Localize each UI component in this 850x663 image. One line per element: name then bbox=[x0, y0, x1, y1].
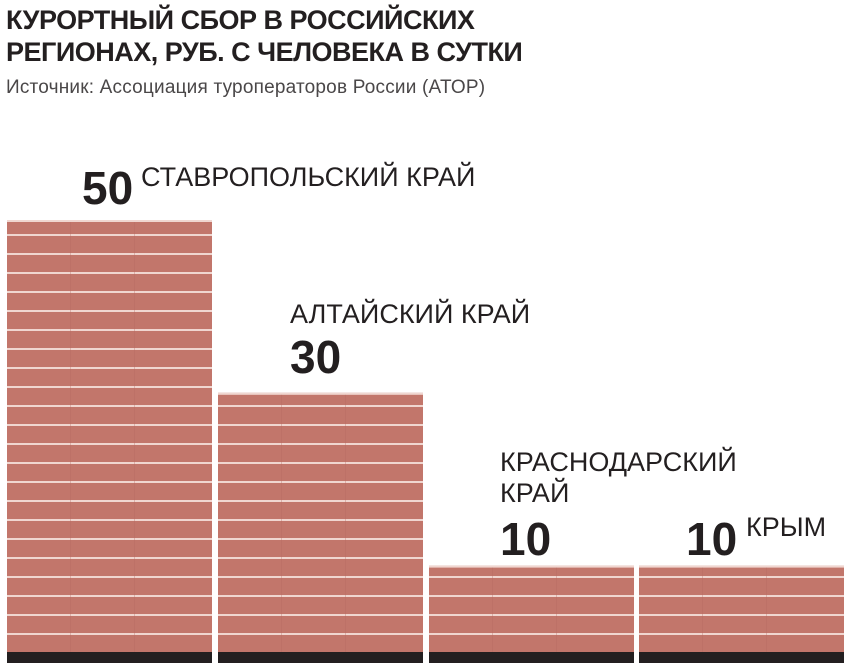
bar-2-joint bbox=[345, 394, 346, 652]
bar-group-1: 50 СТАВРОПОЛЬСКИЙ КРАЙ bbox=[7, 161, 475, 663]
bar-3-stripe bbox=[429, 633, 634, 635]
bar-1-stripe bbox=[7, 519, 212, 521]
bar-1-top-edge bbox=[7, 220, 212, 222]
bar-1-joint bbox=[70, 222, 71, 652]
bar-2-stripe bbox=[218, 500, 423, 502]
bar-1-stripe bbox=[7, 348, 212, 350]
bar-3-stripe bbox=[429, 595, 634, 597]
bar-4-joint bbox=[702, 567, 703, 652]
bar-2-stripe bbox=[218, 462, 423, 464]
bar-1-base bbox=[7, 652, 212, 663]
bar-1-stripe bbox=[7, 405, 212, 407]
bar-2-stripe bbox=[218, 405, 423, 407]
bar-1-stripe bbox=[7, 367, 212, 369]
bar-4-stripe bbox=[639, 633, 844, 635]
bar-1-stripe bbox=[7, 595, 212, 597]
bar-2-stripe bbox=[218, 424, 423, 426]
bar-1-stripe bbox=[7, 557, 212, 559]
chart-title-line-1: КУРОРТНЫЙ СБОР В РОССИЙСКИХ bbox=[6, 5, 475, 35]
bar-3-joint bbox=[492, 567, 493, 652]
bar-1-stripe bbox=[7, 443, 212, 445]
bar-4-top-edge bbox=[639, 565, 844, 568]
bar-1-joint bbox=[134, 222, 135, 652]
bar-1-stripe bbox=[7, 633, 212, 635]
bar-2-stripe bbox=[218, 519, 423, 521]
category-label-3-line-2: КРАЙ bbox=[500, 477, 569, 508]
bar-3-top-edge bbox=[429, 565, 634, 568]
value-label-1: 50 bbox=[82, 162, 133, 214]
bar-2-stripe bbox=[218, 557, 423, 559]
value-label-3: 10 bbox=[500, 513, 551, 565]
bar-2-stripe bbox=[218, 595, 423, 597]
bar-2 bbox=[218, 392, 423, 652]
bar-1-stripe bbox=[7, 538, 212, 540]
category-label-2: АЛТАЙСКИЙ КРАЙ bbox=[290, 298, 530, 329]
bar-3-stripe bbox=[429, 576, 634, 578]
bar-2-stripe bbox=[218, 538, 423, 540]
bar-2-stripe bbox=[218, 614, 423, 616]
bar-2-stripe bbox=[218, 633, 423, 635]
category-label-1: СТАВРОПОЛЬСКИЙ КРАЙ bbox=[141, 161, 475, 192]
chart-source: Источник: Ассоциация туроператоров Росси… bbox=[6, 77, 486, 98]
bar-1-stripe bbox=[7, 272, 212, 274]
bar-1-stripe bbox=[7, 234, 212, 236]
bar-4-stripe bbox=[639, 595, 844, 597]
bar-1-stripe bbox=[7, 424, 212, 426]
bar-1-stripe bbox=[7, 291, 212, 293]
bar-1-stripe bbox=[7, 462, 212, 464]
bar-4-joint bbox=[766, 567, 767, 652]
bar-3-base bbox=[429, 652, 634, 663]
bar-4-stripe bbox=[639, 576, 844, 578]
bar-2-base bbox=[218, 652, 423, 663]
bar-2-stripe bbox=[218, 443, 423, 445]
bar-group-4: 10 КРЫМ bbox=[639, 512, 844, 663]
bar-2-stripe bbox=[218, 481, 423, 483]
bar-1-stripe bbox=[7, 576, 212, 578]
value-label-4: 10 bbox=[686, 513, 737, 565]
bar-2-stripe bbox=[218, 576, 423, 578]
bar-1-stripe bbox=[7, 329, 212, 331]
category-label-3-line-1: КРАСНОДАРСКИЙ bbox=[500, 446, 737, 477]
value-label-2: 30 bbox=[290, 331, 341, 383]
bar-3-stripe bbox=[429, 614, 634, 616]
bar-1-stripe bbox=[7, 310, 212, 312]
bar-1-stripe bbox=[7, 481, 212, 483]
chart-title-line-2: РЕГИОНАХ, РУБ. С ЧЕЛОВЕКА В СУТКИ bbox=[6, 37, 523, 67]
bar-1-stripe bbox=[7, 614, 212, 616]
bar-3-joint bbox=[556, 567, 557, 652]
bar-1 bbox=[7, 220, 212, 652]
chart-title: КУРОРТНЫЙ СБОР В РОССИЙСКИХ РЕГИОНАХ, РУ… bbox=[6, 4, 646, 68]
bar-1-stripe bbox=[7, 386, 212, 388]
bar-4-base bbox=[639, 652, 844, 663]
bar-4-stripe bbox=[639, 614, 844, 616]
bar-3 bbox=[429, 565, 634, 652]
category-label-4: КРЫМ bbox=[746, 512, 826, 542]
bar-2-top-edge bbox=[218, 392, 423, 395]
bar-1-stripe bbox=[7, 500, 212, 502]
bar-1-stripe bbox=[7, 253, 212, 255]
bar-2-joint bbox=[281, 394, 282, 652]
bar-4 bbox=[639, 565, 844, 652]
